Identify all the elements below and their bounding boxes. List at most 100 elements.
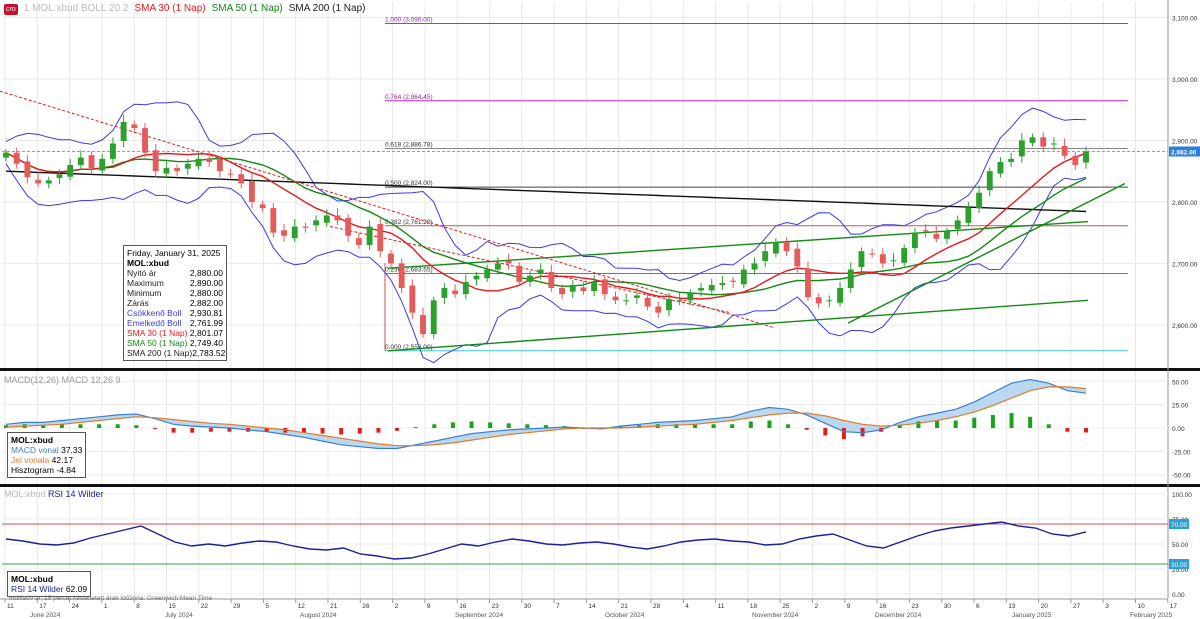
- candle-body: [430, 300, 437, 335]
- fib-label: 0.236 (2,683.55): [385, 267, 433, 274]
- info-label: SMA 50 (1 Nap): [127, 338, 188, 348]
- info-date: Friday, January 31, 2025: [127, 248, 221, 258]
- x-day-label: 18: [750, 603, 758, 610]
- macd-hist-bar: [78, 424, 83, 428]
- x-day-label: 11: [718, 603, 725, 610]
- info-value: 2,880.00: [189, 268, 223, 278]
- candle-body: [676, 300, 683, 302]
- info-symbol: MOL:xbud: [127, 258, 170, 268]
- candle-body: [666, 299, 672, 311]
- macd-hist-bar: [953, 420, 958, 428]
- macd-tick-label: -25.00: [1172, 449, 1191, 456]
- candle-body: [35, 179, 42, 184]
- macd-hist-bar: [152, 428, 157, 429]
- candle-body: [77, 157, 84, 166]
- x-month-label: August 2024: [300, 612, 337, 619]
- candle-body: [623, 300, 630, 302]
- candle-body: [334, 215, 341, 221]
- x-day-label: 5: [265, 603, 269, 610]
- candle-body: [965, 208, 972, 223]
- x-day-label: 21: [330, 603, 338, 610]
- candle-body: [858, 251, 865, 268]
- legend-faded: 1 MOL:xbud BOLL 20 2: [23, 3, 129, 14]
- candle-body: [142, 128, 148, 153]
- x-axis-bg: [0, 598, 1200, 619]
- x-month-label: December 2024: [875, 612, 922, 619]
- x-day-label: 25: [782, 603, 790, 610]
- macd-hist-bar: [748, 421, 753, 428]
- candle-body: [420, 315, 426, 335]
- price-info-box: Friday, January 31, 2025 MOL:xbud Nyitó …: [123, 245, 227, 361]
- candle-body: [698, 288, 704, 291]
- macd-hist-bar: [134, 425, 139, 428]
- candle-body: [13, 152, 20, 164]
- candle-body: [259, 204, 266, 209]
- macd-hist-bar: [1046, 424, 1051, 428]
- info-value: 2,761.99: [189, 318, 223, 328]
- macd-hist-bar: [227, 428, 232, 432]
- info-label: Minimum: [127, 288, 162, 298]
- candle-body: [655, 306, 662, 313]
- macd-hist-bar: [916, 421, 921, 428]
- info-row: Emelkedő Boll 2,761.99: [127, 318, 223, 328]
- fib-label: 0.382 (2,761.22): [385, 219, 433, 226]
- candle-body: [944, 231, 950, 239]
- candle-body: [516, 265, 523, 282]
- info-row: Csökkenő Boll 2,930.81: [127, 308, 223, 318]
- footnote: Indikatív ár, 15 percet késleltetett ára…: [9, 595, 213, 602]
- candle-body: [580, 287, 587, 292]
- y-tick-label: 2,800.00: [1172, 200, 1198, 207]
- macd-hist-bar: [692, 424, 697, 428]
- macd-hist-bar: [897, 425, 902, 428]
- x-day-label: 3: [1105, 603, 1109, 610]
- x-day-label: 23: [492, 603, 500, 610]
- info-label: Nyitó ár: [127, 268, 157, 278]
- x-month-label: November 2024: [752, 612, 799, 619]
- macd-tick-label: 50.00: [1172, 379, 1189, 386]
- candle-body: [559, 288, 565, 295]
- x-month-label: February 2025: [1130, 612, 1173, 619]
- info-value: 2,880.00: [189, 288, 223, 298]
- macd-hist-bar: [395, 428, 400, 431]
- candle-body: [441, 288, 448, 298]
- x-month-label: September 2024: [455, 612, 503, 619]
- info-value: 2,801.07: [189, 328, 223, 338]
- x-day-label: 10: [1138, 603, 1146, 610]
- macd-hist-bar: [320, 428, 325, 434]
- candle-body: [152, 150, 159, 172]
- candle-body: [505, 260, 512, 264]
- candle-body: [270, 208, 277, 233]
- candle-body: [612, 296, 619, 301]
- candle-body: [933, 233, 940, 239]
- y-tick-label: 2,700.00: [1172, 261, 1198, 268]
- candle-body: [398, 263, 405, 289]
- fib-label: 1.000 (3,090.00): [385, 17, 433, 24]
- x-day-label: 9: [427, 603, 431, 610]
- x-day-label: 27: [1073, 603, 1081, 610]
- info-label: Csökkenő Boll: [127, 308, 182, 318]
- info-label: SMA 30 (1 Nap): [127, 328, 188, 338]
- candle-body: [751, 263, 758, 270]
- candle-body: [174, 168, 181, 172]
- candle-body: [783, 241, 790, 252]
- candle-body: [890, 260, 897, 262]
- macd-hist-bar: [208, 428, 213, 432]
- x-day-label: 4: [685, 603, 689, 610]
- x-day-label: 22: [201, 603, 209, 610]
- candle-body: [1050, 143, 1057, 145]
- macd-symbol: MOL:xbud: [11, 435, 54, 445]
- rsi-ref-label: 30.00: [1171, 562, 1188, 569]
- rsi-tick-label: 50.00: [1172, 542, 1189, 549]
- candle-body: [462, 281, 469, 295]
- candle-body: [56, 174, 63, 178]
- y-tick-label: 3,100.00: [1172, 15, 1198, 22]
- rsi-line: [5, 521, 1087, 560]
- candle-body: [976, 192, 983, 209]
- x-day-label: 12: [298, 603, 306, 610]
- rsi-symbol: MOL:xbud: [11, 574, 54, 584]
- candle-body: [901, 248, 908, 263]
- sma30-line: [5, 152, 1087, 300]
- candle-body: [601, 279, 608, 295]
- candle-body: [131, 124, 138, 129]
